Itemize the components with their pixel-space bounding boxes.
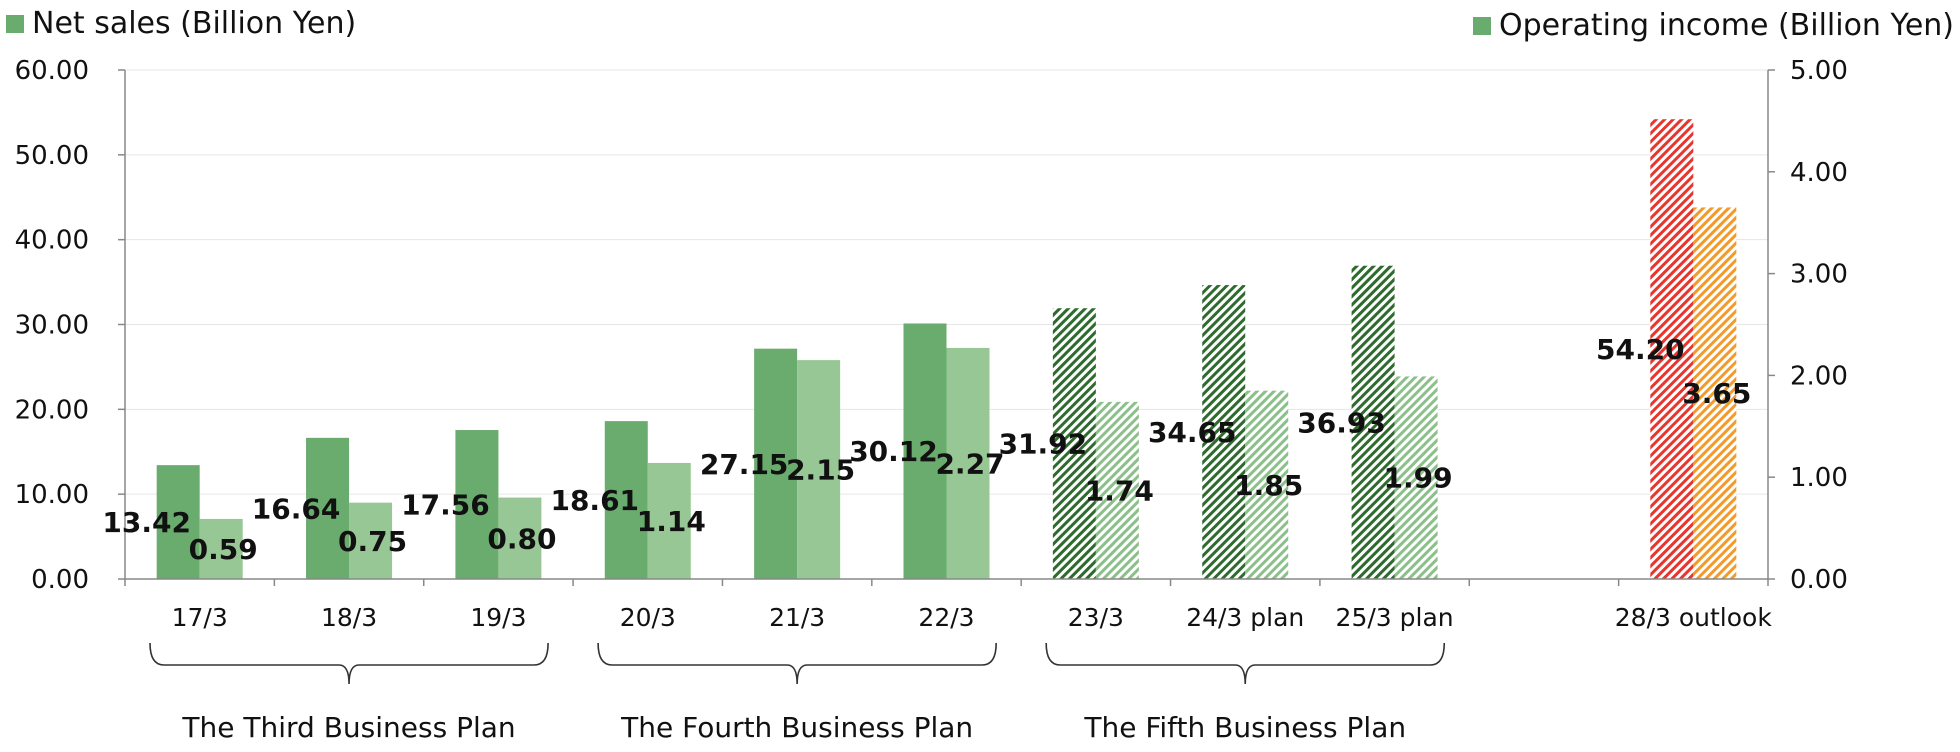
- y-left-tick-label: 10.00: [15, 480, 89, 510]
- data-label-net-sales: 13.42: [102, 506, 191, 539]
- data-label-operating-income: 0.80: [487, 522, 556, 555]
- group-label: The Fourth Business Plan: [620, 711, 973, 744]
- y-right-tick-label: 3.00: [1790, 260, 1848, 290]
- x-tick-label: 23/3: [1068, 603, 1124, 632]
- legend-net-sales-swatch: [6, 14, 24, 33]
- x-tick-label: 25/3 plan: [1336, 603, 1454, 632]
- data-label-net-sales: 36.93: [1297, 406, 1386, 439]
- legend-net-sales: Net sales (Billion Yen): [6, 6, 356, 41]
- bar-operating-income: [1394, 376, 1438, 579]
- bar-operating-income: [1693, 207, 1737, 579]
- x-tick-label: 24/3 plan: [1186, 603, 1304, 632]
- y-left-tick-label: 0.00: [31, 565, 89, 595]
- bar-operating-income: [797, 360, 841, 579]
- bar-net-sales: [306, 437, 350, 579]
- legend-operating-income-swatch: [1473, 16, 1492, 35]
- data-label-net-sales: 27.15: [700, 448, 789, 481]
- x-tick-label: 22/3: [918, 603, 974, 632]
- x-tick-label: 21/3: [769, 603, 825, 632]
- data-label-net-sales: 34.65: [1148, 416, 1237, 449]
- y-left-tick-label: 40.00: [15, 226, 89, 256]
- x-tick-label: 20/3: [620, 603, 676, 632]
- x-tick-label: 28/3 outlook: [1615, 603, 1773, 632]
- group-brace: [1045, 642, 1446, 685]
- data-label-operating-income: 3.65: [1682, 377, 1751, 410]
- bar-net-sales: [1202, 285, 1246, 579]
- data-label-net-sales: 31.92: [999, 428, 1088, 461]
- data-label-operating-income: 1.99: [1384, 462, 1453, 495]
- data-label-operating-income: 2.15: [786, 454, 855, 487]
- y-left-tick-label: 30.00: [15, 311, 89, 341]
- bar-net-sales: [1351, 265, 1395, 579]
- data-label-operating-income: 0.75: [338, 525, 407, 558]
- data-label-net-sales: 18.61: [550, 484, 639, 517]
- data-label-net-sales: 30.12: [849, 435, 938, 468]
- data-label-net-sales: 54.20: [1596, 333, 1685, 366]
- bar-operating-income: [199, 518, 243, 579]
- legend-net-sales-label: Net sales (Billion Yen): [32, 6, 357, 41]
- data-label-net-sales: 16.64: [252, 492, 341, 525]
- data-label-operating-income: 0.59: [189, 533, 258, 566]
- bar-net-sales: [1650, 119, 1694, 579]
- bar-operating-income: [349, 502, 393, 579]
- x-tick-label: 18/3: [321, 603, 377, 632]
- y-right-tick-label: 5.00: [1790, 56, 1848, 86]
- group-brace: [149, 642, 549, 685]
- legend-operating-income: Operating income (Billion Yen): [1473, 8, 1954, 43]
- y-left-tick-label: 50.00: [15, 141, 89, 171]
- bar-net-sales: [455, 430, 499, 579]
- bar-net-sales: [903, 323, 947, 579]
- bar-operating-income: [1245, 390, 1289, 579]
- y-left-tick-label: 20.00: [15, 395, 89, 425]
- data-label-operating-income: 1.14: [637, 505, 706, 538]
- x-tick-label: 19/3: [470, 603, 526, 632]
- bar-net-sales: [156, 465, 200, 579]
- y-right-tick-label: 0.00: [1790, 565, 1848, 595]
- y-right-tick-label: 1.00: [1790, 463, 1848, 493]
- data-label-operating-income: 2.27: [935, 447, 1004, 480]
- bar-net-sales: [1052, 308, 1096, 579]
- y-right-tick-label: 2.00: [1790, 361, 1848, 391]
- data-label-operating-income: 1.85: [1234, 469, 1303, 502]
- bar-operating-income: [647, 462, 691, 579]
- y-left-tick-label: 60.00: [15, 56, 89, 86]
- group-label: The Fifth Business Plan: [1083, 711, 1406, 744]
- bar-operating-income: [498, 497, 542, 579]
- x-tick-label: 17/3: [172, 603, 228, 632]
- bar-net-sales: [754, 348, 798, 579]
- data-label-operating-income: 1.74: [1085, 474, 1154, 507]
- group-brace: [597, 642, 997, 685]
- data-label-net-sales: 17.56: [401, 489, 490, 522]
- bar-operating-income: [946, 347, 990, 579]
- y-right-tick-label: 4.00: [1790, 158, 1848, 188]
- group-label: The Third Business Plan: [181, 711, 515, 744]
- legend-operating-income-label: Operating income (Billion Yen): [1499, 8, 1954, 43]
- bar-net-sales: [604, 421, 648, 579]
- bar-operating-income: [1095, 401, 1139, 579]
